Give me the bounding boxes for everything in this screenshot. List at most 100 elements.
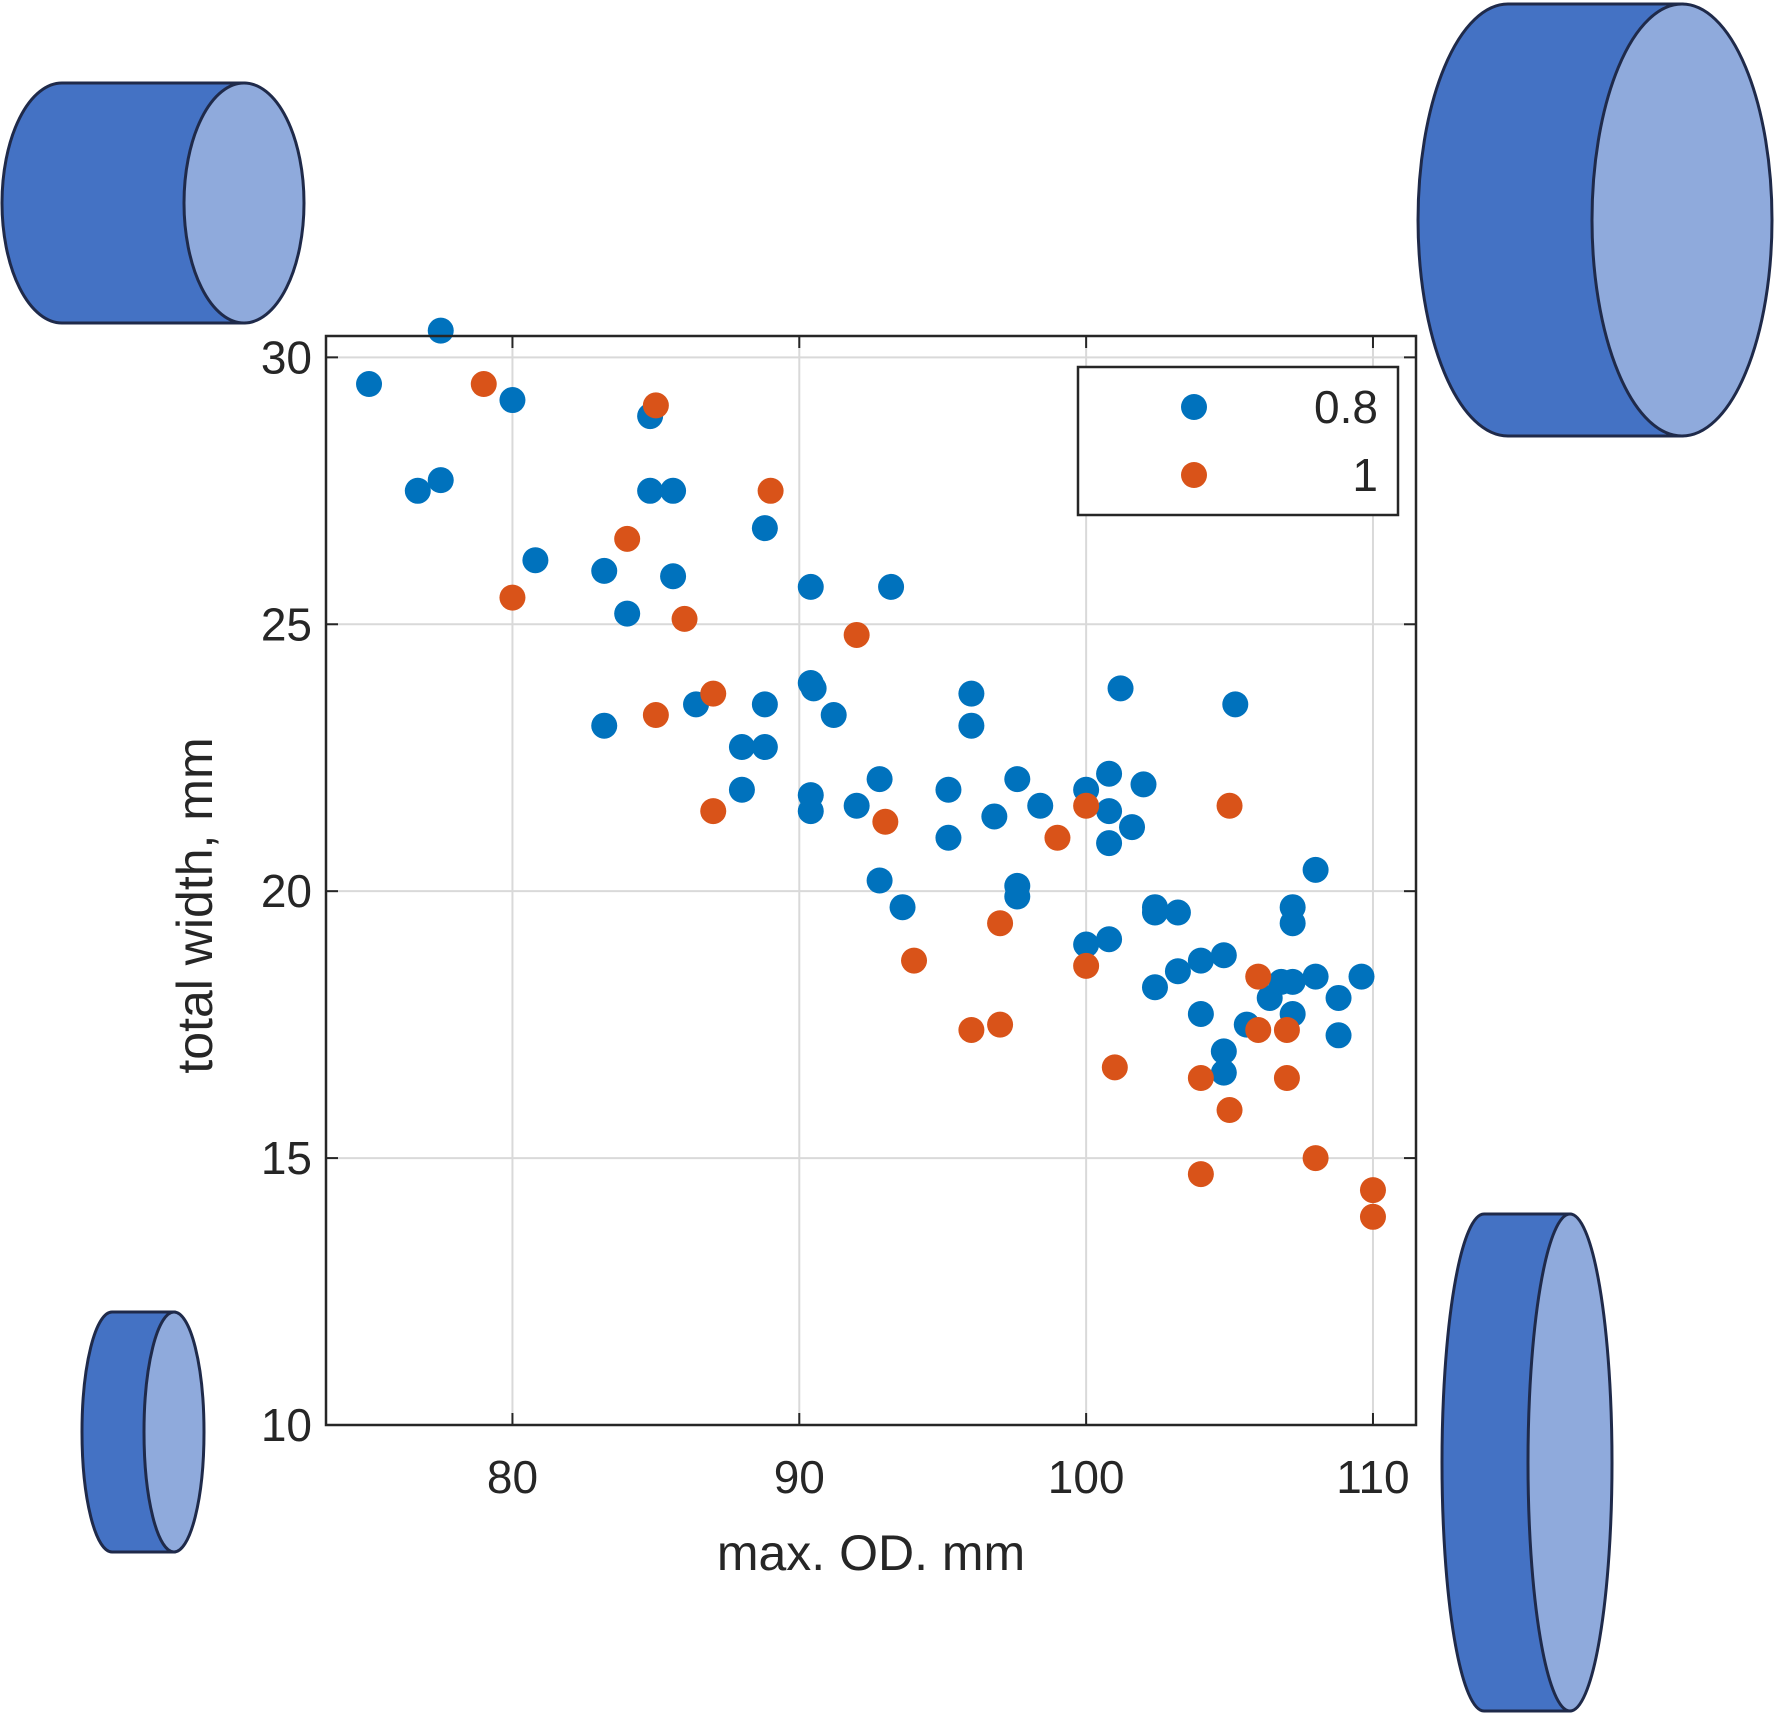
data-point-series-2 xyxy=(1101,1054,1128,1081)
cylinder-face xyxy=(1526,1212,1614,1713)
data-point-series-1 xyxy=(637,477,664,504)
data-point-series-1 xyxy=(499,387,526,414)
data-point-series-2 xyxy=(757,477,784,504)
data-point-series-1 xyxy=(1187,947,1214,974)
cylinder-face xyxy=(142,1310,206,1554)
data-point-series-1 xyxy=(1096,798,1123,825)
data-point-series-2 xyxy=(1216,792,1243,819)
data-point-series-1 xyxy=(1141,899,1168,926)
legend: 0.81 xyxy=(1076,365,1400,517)
data-point-series-1 xyxy=(427,467,454,494)
data-point-series-2 xyxy=(872,808,899,835)
data-point-series-1 xyxy=(751,691,778,718)
data-point-series-1 xyxy=(1119,814,1146,841)
data-points xyxy=(356,317,1386,1230)
data-point-series-1 xyxy=(751,515,778,542)
y-tick-label: 30 xyxy=(261,331,312,383)
x-tick-label: 90 xyxy=(774,1451,825,1503)
data-point-series-1 xyxy=(797,573,824,600)
data-point-series-1 xyxy=(591,557,618,584)
legend-marker xyxy=(1181,394,1207,420)
data-point-series-1 xyxy=(1141,974,1168,1001)
data-point-series-1 xyxy=(591,712,618,739)
data-point-series-1 xyxy=(1302,963,1329,990)
data-point-series-1 xyxy=(1210,942,1237,969)
data-point-series-1 xyxy=(797,798,824,825)
y-axis-ticks: 10 15 20 25 30 xyxy=(261,331,1416,1451)
data-point-series-1 xyxy=(1187,1000,1214,1027)
data-point-series-2 xyxy=(470,371,497,398)
data-point-series-2 xyxy=(1273,1016,1300,1043)
data-point-series-2 xyxy=(1044,824,1071,851)
y-tick-label: 25 xyxy=(261,598,312,650)
data-point-series-1 xyxy=(820,702,847,729)
data-point-series-2 xyxy=(642,702,669,729)
data-point-series-1 xyxy=(660,563,687,590)
data-point-series-1 xyxy=(843,792,870,819)
data-point-series-1 xyxy=(1210,1038,1237,1065)
y-tick-label: 15 xyxy=(261,1132,312,1184)
data-point-series-1 xyxy=(614,600,641,627)
data-point-series-1 xyxy=(800,675,827,702)
legend-marker xyxy=(1181,462,1207,488)
data-point-series-1 xyxy=(427,317,454,344)
cylinder-bottom-left-icon xyxy=(80,1310,206,1554)
data-point-series-2 xyxy=(958,1016,985,1043)
cylinder-face xyxy=(182,81,306,325)
data-point-series-2 xyxy=(614,525,641,552)
data-point-series-1 xyxy=(1096,760,1123,787)
data-point-series-2 xyxy=(987,910,1014,937)
plot-frame xyxy=(324,334,1418,1427)
cylinder-bottom-right-icon xyxy=(1440,1212,1614,1713)
data-point-series-1 xyxy=(1004,883,1031,910)
data-point-series-1 xyxy=(866,867,893,894)
data-point-series-2 xyxy=(700,798,727,825)
cylinder-face xyxy=(1590,2,1774,438)
cylinder-top-left-icon xyxy=(0,81,306,325)
x-tick-label: 80 xyxy=(487,1451,538,1503)
data-point-series-1 xyxy=(1348,963,1375,990)
data-point-series-1 xyxy=(356,371,383,398)
legend-entry-label: 1 xyxy=(1352,449,1378,501)
data-point-series-1 xyxy=(1325,1022,1352,1049)
scatter-plot: 80 90 100 110 10 15 20 25 30 max. OD. mm total … xyxy=(167,317,1418,1581)
data-point-series-2 xyxy=(1245,1016,1272,1043)
cylinder-top-right-icon xyxy=(1416,2,1774,438)
data-point-series-1 xyxy=(866,766,893,793)
data-point-series-2 xyxy=(1216,1097,1243,1124)
data-point-series-1 xyxy=(1325,984,1352,1011)
data-point-series-1 xyxy=(1210,1059,1237,1086)
y-tick-label: 20 xyxy=(261,865,312,917)
data-point-series-2 xyxy=(499,584,526,611)
data-point-series-1 xyxy=(728,776,755,803)
data-point-series-1 xyxy=(1222,691,1249,718)
data-point-series-1 xyxy=(1130,771,1157,798)
legend-box xyxy=(1076,365,1400,517)
data-point-series-2 xyxy=(1245,963,1272,990)
data-point-series-1 xyxy=(1279,910,1306,937)
data-point-series-2 xyxy=(1359,1177,1386,1204)
x-tick-label: 110 xyxy=(1336,1451,1409,1503)
y-axis-label: total width, mm xyxy=(167,737,223,1073)
data-point-series-1 xyxy=(1004,766,1031,793)
data-point-series-2 xyxy=(1359,1203,1386,1230)
data-point-series-2 xyxy=(1073,792,1100,819)
data-point-series-2 xyxy=(901,947,928,974)
data-point-series-1 xyxy=(1164,958,1191,985)
data-point-series-1 xyxy=(1164,899,1191,926)
y-tick-label: 10 xyxy=(261,1399,312,1451)
data-point-series-2 xyxy=(987,1011,1014,1038)
data-point-series-1 xyxy=(1302,856,1329,883)
data-point-series-1 xyxy=(522,547,549,574)
data-point-series-1 xyxy=(1279,968,1306,995)
data-point-series-2 xyxy=(642,392,669,419)
data-point-series-2 xyxy=(671,605,698,632)
data-point-series-2 xyxy=(1273,1065,1300,1092)
data-point-series-2 xyxy=(700,680,727,707)
data-point-series-2 xyxy=(1187,1065,1214,1092)
x-axis-label: max. OD. mm xyxy=(717,1525,1025,1581)
data-point-series-1 xyxy=(889,894,916,921)
data-point-series-2 xyxy=(1187,1161,1214,1188)
data-point-series-2 xyxy=(1073,952,1100,979)
